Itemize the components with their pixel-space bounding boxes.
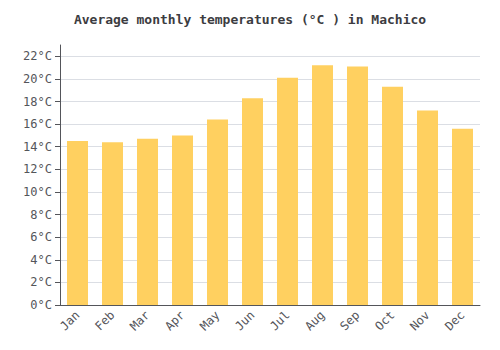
svg-text:16°C: 16°C bbox=[23, 117, 52, 131]
svg-text:Apr: Apr bbox=[162, 308, 187, 333]
svg-text:Feb: Feb bbox=[92, 308, 117, 333]
svg-text:Oct: Oct bbox=[372, 308, 397, 333]
svg-text:0°C: 0°C bbox=[30, 298, 52, 312]
svg-text:May: May bbox=[197, 308, 222, 333]
svg-text:2°C: 2°C bbox=[30, 275, 52, 289]
svg-text:Jun: Jun bbox=[232, 308, 257, 333]
svg-text:Nov: Nov bbox=[407, 308, 432, 333]
svg-text:4°C: 4°C bbox=[30, 253, 52, 267]
svg-text:12°C: 12°C bbox=[23, 162, 52, 176]
svg-text:Sep: Sep bbox=[337, 308, 362, 333]
svg-text:Jul: Jul bbox=[267, 308, 292, 333]
svg-text:6°C: 6°C bbox=[30, 230, 52, 244]
svg-text:Average monthly temperatures (: Average monthly temperatures (°C ) in Ma… bbox=[74, 12, 426, 27]
svg-text:Mar: Mar bbox=[127, 308, 152, 333]
svg-text:Jan: Jan bbox=[57, 308, 82, 333]
svg-text:20°C: 20°C bbox=[23, 72, 52, 86]
svg-text:Aug: Aug bbox=[302, 308, 327, 333]
svg-text:22°C: 22°C bbox=[23, 49, 52, 63]
svg-text:8°C: 8°C bbox=[30, 208, 52, 222]
svg-text:Dec: Dec bbox=[442, 308, 467, 333]
svg-text:14°C: 14°C bbox=[23, 140, 52, 154]
svg-text:18°C: 18°C bbox=[23, 95, 52, 109]
svg-text:10°C: 10°C bbox=[23, 185, 52, 199]
